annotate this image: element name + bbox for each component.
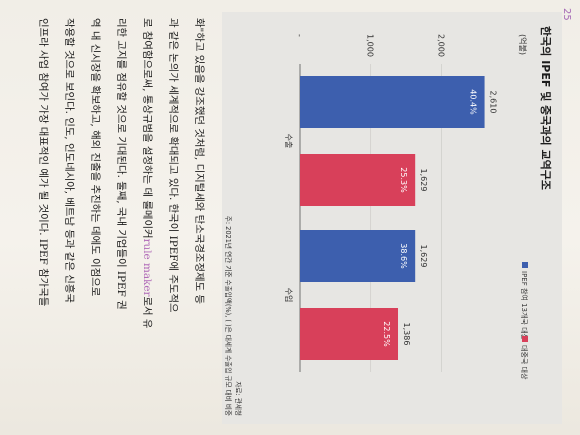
y-tick-label: 1,000 xyxy=(366,34,375,57)
chart-title: 한국의 IPEF 및 중국과의 교역구조 xyxy=(539,26,552,190)
x-tick-label: 수입 xyxy=(284,288,293,303)
body-line: 작용할 것으로 보인다. 인도, 인도네시아, 베트남 등과 같은 신흥국 xyxy=(56,18,82,422)
body-line: 로 참여함으로써, 통상규범을 설정하는 데 룰메이커rule maker로서 … xyxy=(134,18,160,422)
page-number: 25 xyxy=(561,8,572,21)
body-line-text: 작용할 것으로 보인다. 인도, 인도네시아, 베트남 등과 같은 신흥국 xyxy=(63,18,75,303)
body-line-text: 리한 고지를 점유할 것으로 기대된다. 둘째, 국내 기업들이 IPEF 권 xyxy=(115,18,127,310)
body-line-text: 인프라 사업 참여가 가장 대표적인 예가 될 것이다. IPEF 참가국들 xyxy=(37,18,49,307)
source-line-1: 자료: 관세청 xyxy=(234,381,242,416)
bar-value-label: 2,610 xyxy=(489,91,498,114)
y-axis-label: (억불) xyxy=(518,34,528,55)
body-line-text: 과 같은 논의가 세계적으로 확대되고 있다. 한국이 IPEF에 주도적으 xyxy=(167,18,179,313)
body-line-text: 화"하고 있음을 강조했던 것처럼, 디지털세와 탄소국경조정제도 등 xyxy=(193,18,205,305)
body-paragraph: 화"하고 있음을 강조했던 것처럼, 디지털세와 탄소국경조정제도 등 과 같은 … xyxy=(30,18,212,422)
bar-share-label: 25.3% xyxy=(399,167,408,193)
y-tick-label: 2,000 xyxy=(436,34,445,57)
bar-value-label: 1,629 xyxy=(419,245,428,268)
bar-0-0 xyxy=(300,76,485,128)
bar-share-label: 40.4% xyxy=(469,89,478,115)
bar-share-label: 38.6% xyxy=(399,243,408,269)
legend-entry: 대중국 대상 xyxy=(520,345,529,380)
y-tick-label: - xyxy=(295,34,304,37)
bar-0-1 xyxy=(300,154,416,206)
body-line: 인프라 사업 참여가 가장 대표적인 예가 될 것이다. IPEF 참가국들 xyxy=(30,18,56,422)
source-line-2: 주: 2021년 연간 기준 수출입액(%), ( )은 대세계 수출입 규모 … xyxy=(224,215,232,416)
body-line-text: 로 참여함으로써, 통상규범을 설정하는 데 룰메이커 xyxy=(141,18,153,239)
body-line-text: 로서 유 xyxy=(141,296,153,329)
body-line: 화"하고 있음을 강조했던 것처럼, 디지털세와 탄소국경조정제도 등 xyxy=(186,18,212,422)
legend-entry: IPEF 참여 13개국 대상 xyxy=(520,271,529,341)
body-line-text: 역 내 신시장을 확보하고, 해외 진출을 추진하는 데에도 이점으로 xyxy=(89,18,101,297)
legend-swatch xyxy=(522,262,528,268)
bar-1-0 xyxy=(300,230,416,282)
body-line-highlight: rule maker xyxy=(141,238,153,297)
x-tick-label: 수출 xyxy=(284,134,294,149)
bar-value-label: 1,386 xyxy=(402,323,411,346)
body-line: 리한 고지를 점유할 것으로 기대된다. 둘째, 국내 기업들이 IPEF 권 xyxy=(108,18,134,422)
chart-source-note: 자료: 관세청 주: 2021년 연간 기준 수출입액(%), ( )은 대세계… xyxy=(224,12,244,416)
body-line: 과 같은 논의가 세계적으로 확대되고 있다. 한국이 IPEF에 주도적으 xyxy=(160,18,186,422)
legend-swatch xyxy=(522,336,528,342)
bar-share-label: 22.5% xyxy=(382,321,391,347)
bar-value-label: 1,629 xyxy=(419,169,428,192)
bar-1-1 xyxy=(299,308,399,360)
body-line: 역 내 신시장을 확보하고, 해외 진출을 추진하는 데에도 이점으로 xyxy=(82,18,108,422)
